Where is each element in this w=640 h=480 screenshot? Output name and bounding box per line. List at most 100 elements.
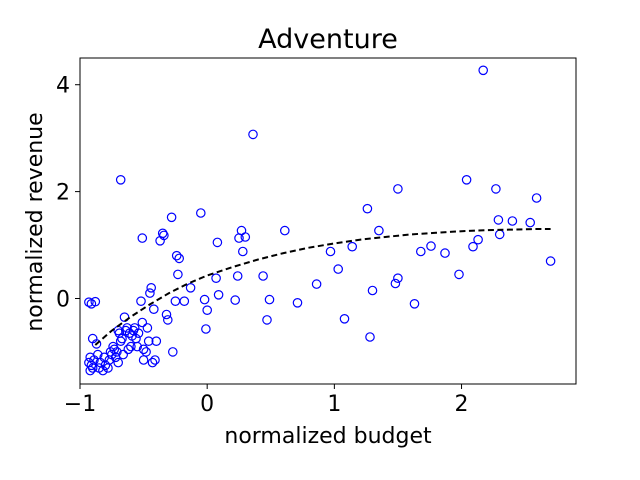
data-point <box>137 233 148 243</box>
data-point <box>240 232 251 242</box>
data-point <box>461 175 472 185</box>
data-point <box>132 341 142 352</box>
data-point <box>279 225 290 236</box>
data-point <box>201 324 211 334</box>
data-point <box>374 225 384 236</box>
x-axis-ticks: −1 0 1 2 <box>64 384 469 417</box>
data-point <box>173 269 183 280</box>
data-point <box>199 294 210 305</box>
x-tick-label: 2 <box>455 392 469 417</box>
data-point <box>238 246 248 257</box>
data-point <box>145 288 155 298</box>
y-axis-label: normalized revenue <box>23 112 48 331</box>
data-point <box>202 305 212 315</box>
data-point <box>112 347 122 357</box>
chart-title: Adventure <box>258 24 398 55</box>
y-tick-label: 0 <box>56 287 70 312</box>
data-point <box>545 256 556 266</box>
data-point <box>426 241 436 251</box>
data-point <box>409 298 420 309</box>
data-point <box>143 336 154 346</box>
data-point <box>166 212 177 223</box>
data-point <box>230 295 240 305</box>
plot-area-frame <box>79 57 577 385</box>
data-point <box>367 285 378 296</box>
data-point <box>174 253 184 264</box>
data-point <box>311 279 322 289</box>
data-point <box>333 264 343 274</box>
data-point <box>531 193 542 203</box>
data-point <box>211 273 221 283</box>
data-point <box>213 289 224 300</box>
data-point <box>491 184 501 194</box>
y-tick-label: 2 <box>56 181 70 206</box>
data-point <box>507 216 518 226</box>
data-point <box>138 344 149 355</box>
data-point <box>258 271 268 281</box>
data-point <box>123 344 134 355</box>
data-point <box>171 250 182 261</box>
data-point <box>415 246 426 257</box>
data-point <box>365 332 375 342</box>
data-point <box>142 323 153 333</box>
x-axis-label: normalized budget <box>224 424 432 449</box>
data-point <box>248 129 258 140</box>
data-point <box>150 355 160 365</box>
data-point <box>98 365 108 376</box>
x-tick-label: 0 <box>200 392 214 417</box>
data-point <box>146 282 156 293</box>
data-point <box>137 317 148 328</box>
data-point <box>468 241 478 252</box>
data-point <box>264 294 275 305</box>
x-tick-label: 1 <box>327 392 341 417</box>
data-point <box>136 296 146 306</box>
data-point <box>454 269 464 280</box>
x-tick-label: −1 <box>64 392 96 417</box>
data-point <box>149 304 159 314</box>
data-point <box>525 217 535 228</box>
data-point <box>126 341 136 352</box>
data-point <box>473 234 483 245</box>
data-point <box>185 282 196 293</box>
data-point <box>212 237 223 248</box>
data-point <box>163 315 173 325</box>
data-point <box>113 357 123 368</box>
data-point <box>362 203 373 214</box>
data-point <box>151 336 162 346</box>
trend-line <box>94 228 551 346</box>
data-point <box>478 65 488 76</box>
data-point <box>196 208 206 218</box>
data-point <box>440 248 450 258</box>
data-point <box>85 365 95 376</box>
data-point <box>118 349 128 360</box>
data-point <box>390 278 401 289</box>
data-point <box>347 241 357 252</box>
data-point <box>232 271 243 281</box>
data-point <box>159 230 169 241</box>
y-tick-label: 4 <box>56 74 70 99</box>
data-point <box>117 333 127 344</box>
data-point <box>157 228 168 239</box>
data-point <box>393 273 403 283</box>
data-point <box>339 313 350 324</box>
data-point <box>325 246 336 257</box>
data-point <box>168 347 178 357</box>
data-point <box>122 323 132 333</box>
y-axis-ticks: 0 2 4 <box>56 74 80 312</box>
data-point <box>493 215 504 225</box>
data-point <box>90 296 101 307</box>
data-point <box>147 357 158 368</box>
data-point <box>84 297 94 307</box>
data-point <box>179 296 190 306</box>
data-point <box>141 347 151 357</box>
data-point <box>115 175 126 185</box>
scatter-points <box>84 65 556 376</box>
data-point <box>292 297 303 308</box>
data-point <box>133 328 144 338</box>
data-point <box>393 184 403 194</box>
data-point <box>91 339 102 349</box>
data-point <box>161 309 172 320</box>
data-point <box>262 315 272 325</box>
